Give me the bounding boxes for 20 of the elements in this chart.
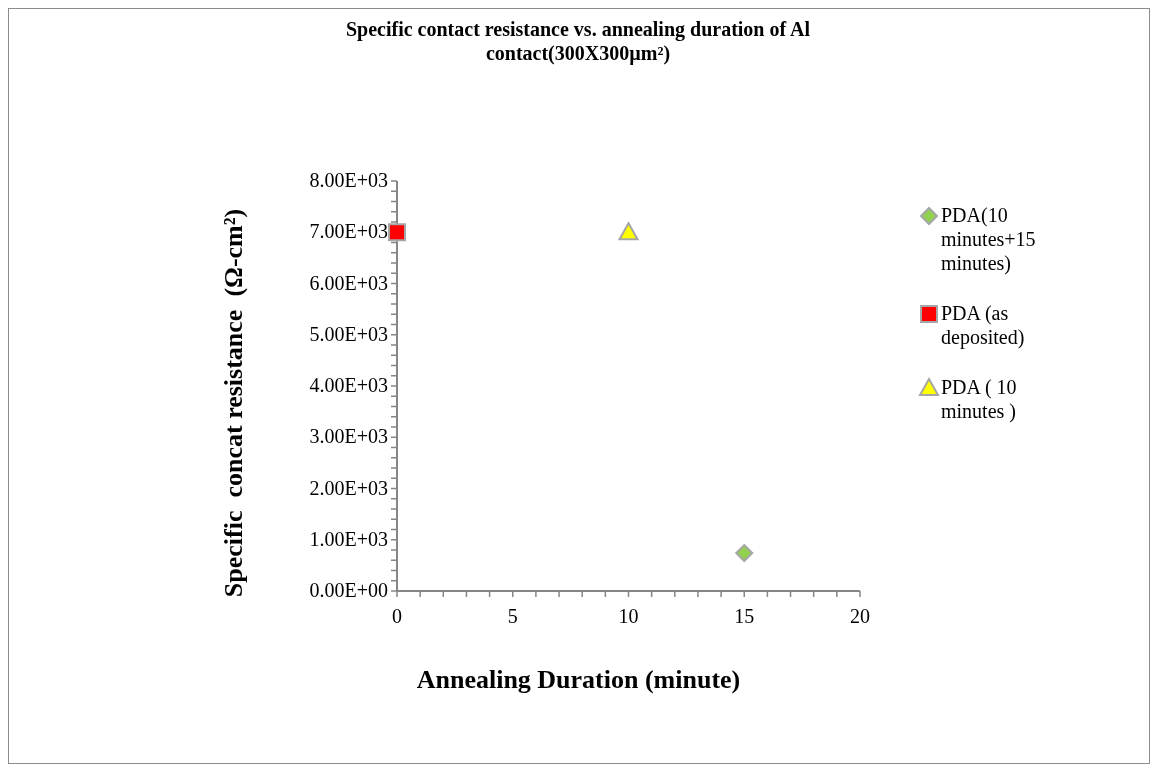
x-tick-label: 5 [507,605,518,627]
y-axis-title: Specific concat resistance (Ω-cm²) [219,208,248,598]
y-tick-label: 8.00E+03 [309,169,388,191]
x-axis-title: Annealing Duration (minute) [416,665,741,694]
y-tick-label: 2.00E+03 [309,476,388,499]
y-tick-label: 7.00E+03 [309,220,388,243]
x-tick-label: 10 [618,605,639,627]
y-tick-label: 5.00E+03 [309,322,388,345]
legend-label: PDA(10 minutes+15 minutes) [941,204,1036,275]
x-tick-label: 20 [850,605,870,627]
legend-label: PDA ( 10 minutes ) [941,376,1017,423]
y-tick-label: 4.00E+03 [309,374,388,396]
legend-label: PDA (as deposited) [941,302,1025,349]
x-tick-label: 0 [392,605,402,627]
y-tick-label: 6.00E+03 [309,271,388,294]
chart-title: Specific contact resistance vs. annealing duration of Al contact(300X300µm²) [345,18,811,65]
y-tick-label: 1.00E+03 [309,527,388,550]
x-tick-label: 15 [734,605,755,627]
y-tick-label: 0.00E+00 [309,579,388,601]
y-tick-label: 3.00E+03 [309,425,388,448]
